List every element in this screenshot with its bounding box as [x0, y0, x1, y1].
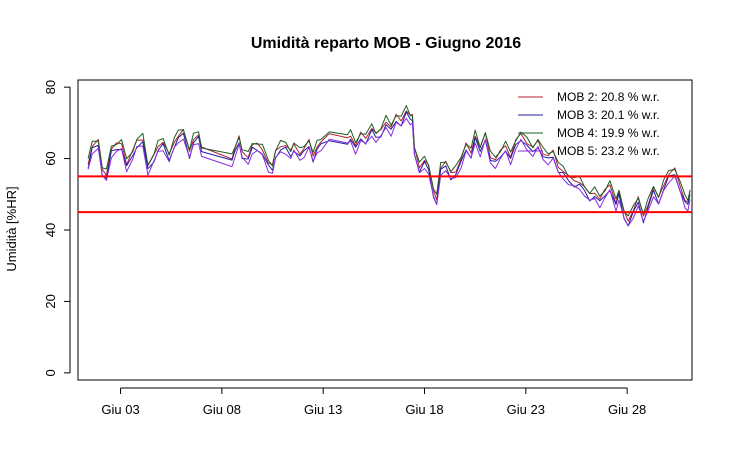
series-group [87, 105, 691, 227]
series-line-mob-4 [87, 105, 691, 217]
y-tick-label: 20 [43, 294, 58, 308]
y-tick-label: 60 [43, 151, 58, 165]
x-tick-label: Giu 13 [304, 402, 342, 417]
legend-label: MOB 5: 23.2 % w.r. [557, 144, 660, 158]
legend-label: MOB 4: 19.9 % w.r. [557, 126, 660, 140]
x-tick-label: Giu 28 [608, 402, 646, 417]
y-tick-label: 0 [43, 369, 58, 376]
y-tick-label: 80 [43, 80, 58, 94]
x-tick-label: Giu 03 [101, 402, 139, 417]
legend-label: MOB 3: 20.1 % w.r. [557, 108, 660, 122]
chart-title: Umidità reparto MOB - Giugno 2016 [251, 35, 521, 52]
x-axis: Giu 03 Giu 08 Giu 13 Giu 18 Giu 23 Giu 28 [101, 387, 646, 417]
legend-label: MOB 2: 20.8 % w.r. [557, 90, 660, 104]
y-axis: 0 20 40 60 80 [43, 80, 71, 376]
legend: MOB 2: 20.8 % w.r. MOB 3: 20.1 % w.r. MOB … [518, 90, 660, 158]
y-tick-label: 40 [43, 223, 58, 237]
series-line-mob-5 [87, 117, 691, 227]
x-tick-label: Giu 23 [507, 402, 545, 417]
series-line-mob-3 [87, 111, 691, 227]
y-axis-label: Umidità [%HR] [4, 186, 19, 271]
reference-lines [78, 175, 692, 214]
plot-frame [77, 79, 693, 381]
x-tick-label: Giu 08 [203, 402, 241, 417]
x-tick-label: Giu 18 [405, 402, 443, 417]
